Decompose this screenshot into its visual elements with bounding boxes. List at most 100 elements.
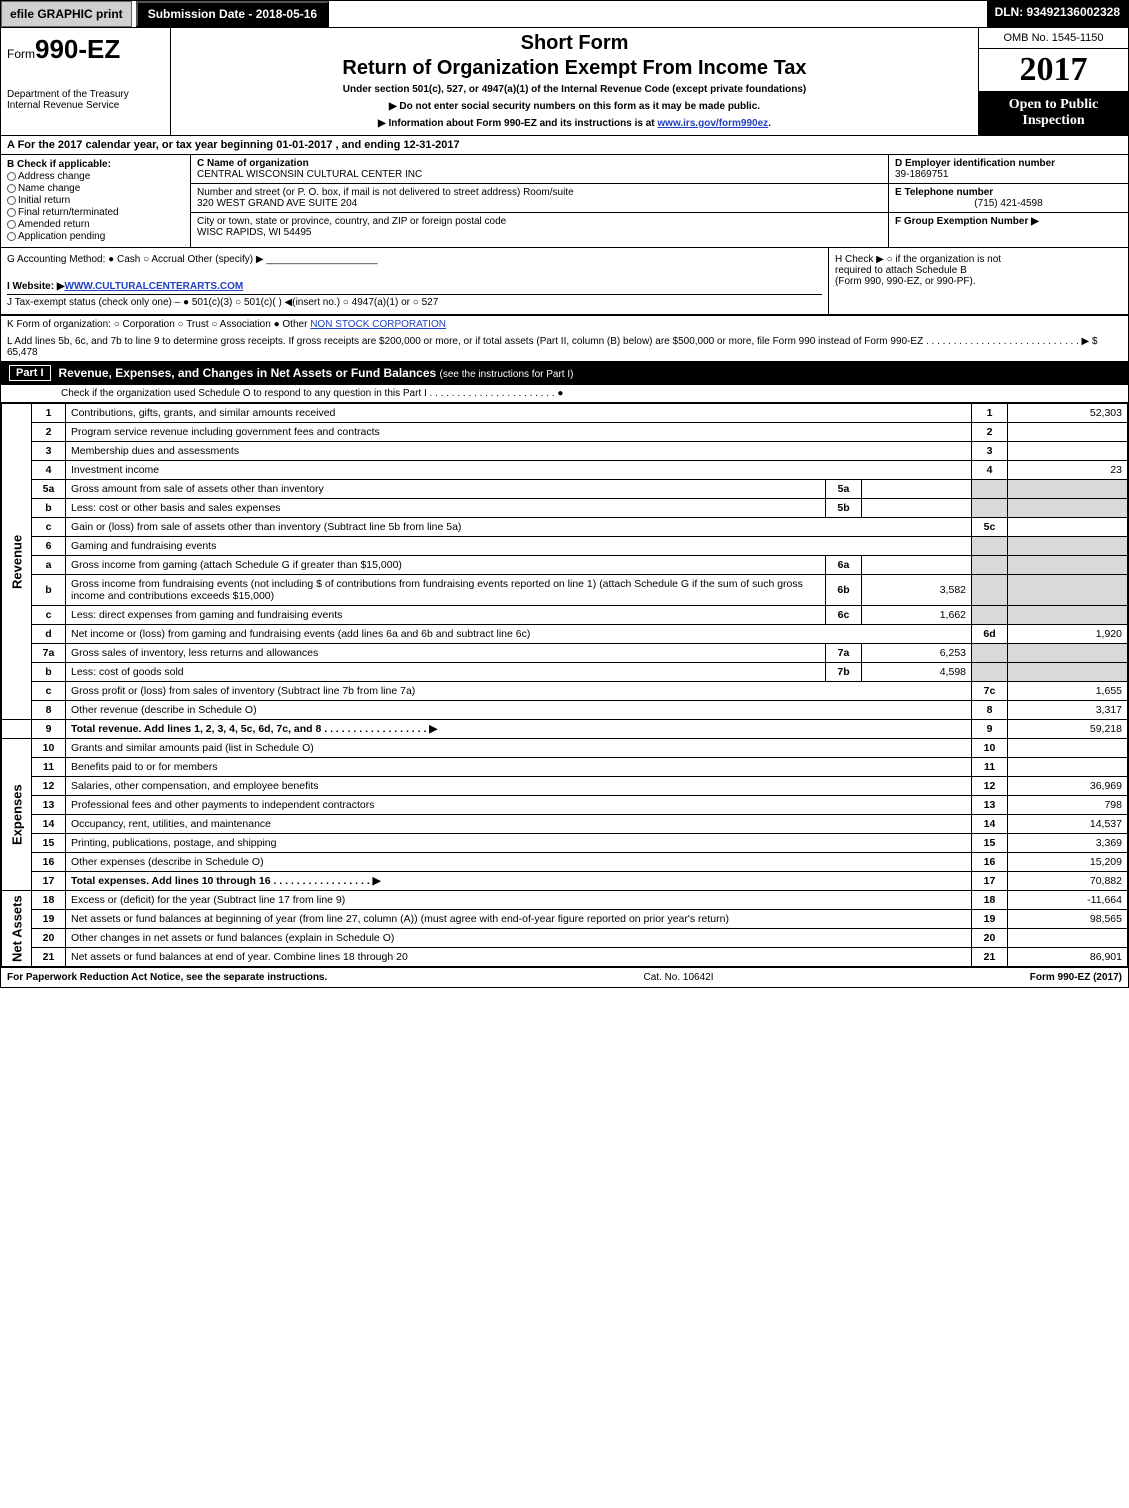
l6c-sub: 6c — [826, 606, 862, 625]
row-k: K Form of organization: ○ Corporation ○ … — [1, 314, 1128, 333]
website-link[interactable]: WWW.CULTURALCENTERARTS.COM — [65, 281, 244, 292]
submission-date-button[interactable]: Submission Date - 2018-05-16 — [136, 1, 329, 27]
l5a-desc: Gross amount from sale of assets other t… — [66, 480, 826, 499]
l7c-amt: 1,655 — [1008, 682, 1128, 701]
k-other-link[interactable]: NON STOCK CORPORATION — [310, 319, 446, 330]
l5b-shade — [972, 499, 1008, 518]
l6b-shade — [972, 575, 1008, 606]
l20-desc: Other changes in net assets or fund bala… — [66, 929, 972, 948]
l8-col: 8 — [972, 701, 1008, 720]
chk-name[interactable]: Name change — [7, 183, 184, 194]
tax-end: 12-31-2017 — [403, 139, 459, 151]
c-addr-lbl: Number and street (or P. O. box, if mail… — [197, 187, 882, 198]
side-revenue: Revenue — [2, 404, 32, 720]
l16-num: 16 — [32, 853, 66, 872]
irs-link[interactable]: www.irs.gov/form990ez — [657, 118, 768, 129]
chk-final[interactable]: Final return/terminated — [7, 207, 184, 218]
l17-num: 17 — [32, 872, 66, 891]
col-b-head: B Check if applicable: — [7, 159, 184, 170]
e-phone-row: E Telephone number (715) 421-4598 — [889, 184, 1128, 213]
l1-desc: Contributions, gifts, grants, and simila… — [66, 404, 972, 423]
i-prefix: I Website: ▶ — [7, 281, 65, 292]
chk-pending[interactable]: Application pending — [7, 231, 184, 242]
c-addr-val: 320 WEST GRAND AVE SUITE 204 — [197, 198, 882, 209]
l6c-sval: 1,662 — [862, 606, 972, 625]
footer-left: For Paperwork Reduction Act Notice, see … — [7, 972, 327, 983]
l4-col: 4 — [972, 461, 1008, 480]
chk-initial[interactable]: Initial return — [7, 195, 184, 206]
l14-col: 14 — [972, 815, 1008, 834]
l6d-desc: Net income or (loss) from gaming and fun… — [66, 625, 972, 644]
l11-desc: Benefits paid to or for members — [66, 758, 972, 777]
l13-col: 13 — [972, 796, 1008, 815]
l13-amt: 798 — [1008, 796, 1128, 815]
l19-col: 19 — [972, 910, 1008, 929]
l14-desc: Occupancy, rent, utilities, and maintena… — [66, 815, 972, 834]
l6b-desc: Gross income from fundraising events (no… — [66, 575, 826, 606]
e-phone-val: (715) 421-4598 — [895, 198, 1122, 209]
l6a-num: a — [32, 556, 66, 575]
c-name-lbl: C Name of organization — [197, 158, 882, 169]
no-ssn-line: ▶ Do not enter social security numbers o… — [179, 101, 970, 112]
open-to-public: Open to Public Inspection — [979, 91, 1128, 135]
chk-address[interactable]: Address change — [7, 171, 184, 182]
under-section: Under section 501(c), 527, or 4947(a)(1)… — [179, 84, 970, 95]
l7b-shade — [972, 663, 1008, 682]
l4-desc: Investment income — [66, 461, 972, 480]
l21-desc: Net assets or fund balances at end of ye… — [66, 948, 972, 967]
l6a-sval — [862, 556, 972, 575]
chk-pending-lbl: Application pending — [18, 231, 105, 242]
l7a-sval: 6,253 — [862, 644, 972, 663]
l7c-num: c — [32, 682, 66, 701]
l6c-amt-shade — [1008, 606, 1128, 625]
info-line: ▶ Information about Form 990-EZ and its … — [179, 118, 970, 129]
form-990ez: 990-EZ — [35, 34, 120, 64]
l5c-num: c — [32, 518, 66, 537]
l5a-amt-shade — [1008, 480, 1128, 499]
part1-table: Revenue 1 Contributions, gifts, grants, … — [1, 403, 1128, 967]
chk-amended[interactable]: Amended return — [7, 219, 184, 230]
e-phone-lbl: E Telephone number — [895, 187, 1122, 198]
l21-amt: 86,901 — [1008, 948, 1128, 967]
l5c-amt — [1008, 518, 1128, 537]
l16-col: 16 — [972, 853, 1008, 872]
l9-col: 9 — [972, 720, 1008, 739]
d-ein-val: 39-1869751 — [895, 169, 1122, 180]
l11-num: 11 — [32, 758, 66, 777]
form-header: Form990-EZ Department of the Treasury In… — [1, 27, 1128, 135]
l11-amt — [1008, 758, 1128, 777]
l6c-num: c — [32, 606, 66, 625]
chk-address-lbl: Address change — [18, 171, 90, 182]
l7a-desc: Gross sales of inventory, less returns a… — [66, 644, 826, 663]
col-c: C Name of organization CENTRAL WISCONSIN… — [191, 155, 888, 247]
l9-num: 9 — [32, 720, 66, 739]
l17-col: 17 — [972, 872, 1008, 891]
l6d-amt: 1,920 — [1008, 625, 1128, 644]
l5b-desc: Less: cost or other basis and sales expe… — [66, 499, 826, 518]
l2-num: 2 — [32, 423, 66, 442]
l3-num: 3 — [32, 442, 66, 461]
footer-right: Form 990-EZ (2017) — [1030, 972, 1122, 983]
l6a-shade — [972, 556, 1008, 575]
l7b-sval: 4,598 — [862, 663, 972, 682]
l18-num: 18 — [32, 891, 66, 910]
h-line2: required to attach Schedule B — [835, 265, 1122, 276]
row-ghij: G Accounting Method: ● Cash ○ Accrual Ot… — [1, 247, 1128, 314]
dept-irs: Internal Revenue Service — [7, 100, 164, 111]
form-number: Form990-EZ — [7, 34, 164, 65]
l20-col: 20 — [972, 929, 1008, 948]
l6b-sval: 3,582 — [862, 575, 972, 606]
l7b-amt-shade — [1008, 663, 1128, 682]
row-a-pre: A For the 2017 calendar year, or tax yea… — [7, 139, 276, 151]
l5a-sval — [862, 480, 972, 499]
efile-print-button[interactable]: efile GRAPHIC print — [1, 1, 132, 27]
l2-amt — [1008, 423, 1128, 442]
l6b-amt-shade — [1008, 575, 1128, 606]
l5c-desc: Gain or (loss) from sale of assets other… — [66, 518, 972, 537]
l7c-col: 7c — [972, 682, 1008, 701]
row-a-mid: , and ending — [332, 139, 403, 151]
open-line2: Inspection — [983, 113, 1124, 129]
l6b-sub: 6b — [826, 575, 862, 606]
l3-amt — [1008, 442, 1128, 461]
chk-amended-lbl: Amended return — [18, 219, 90, 230]
